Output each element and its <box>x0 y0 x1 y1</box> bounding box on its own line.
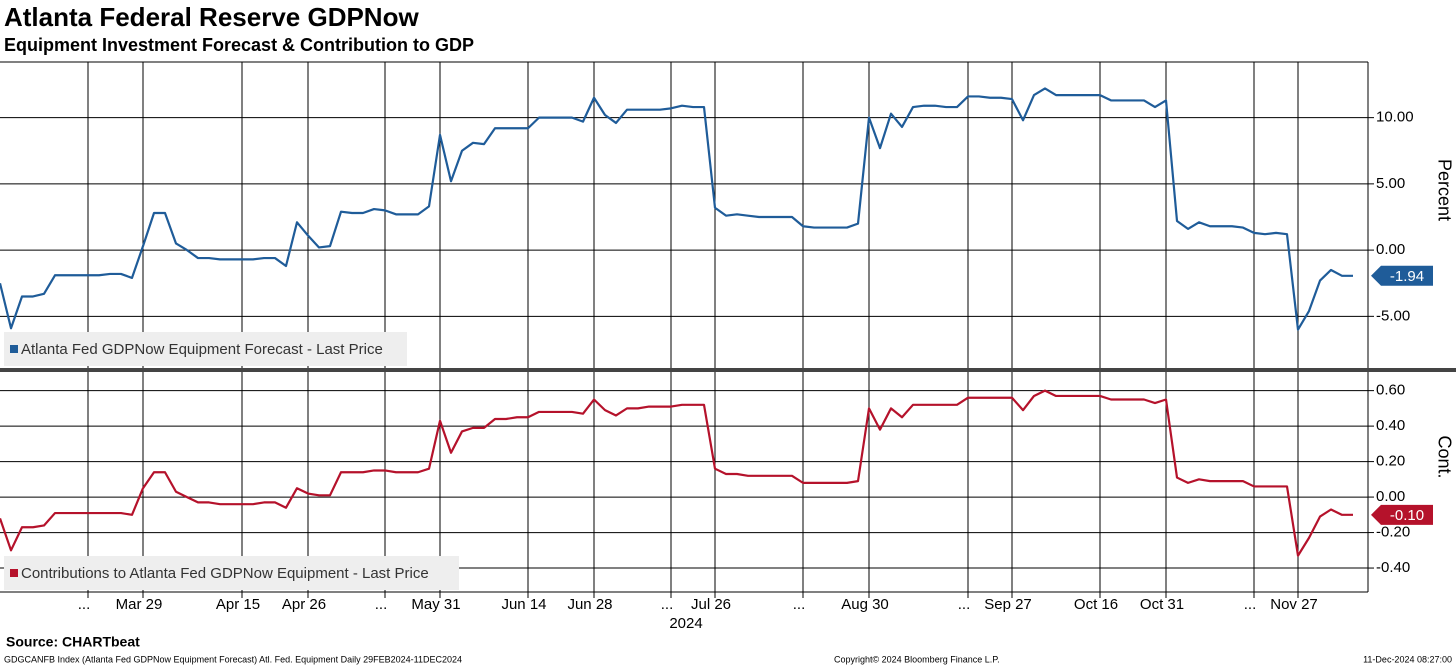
last-price-flag <box>1371 504 1433 525</box>
y-tick-label: -0.40 <box>1376 559 1410 576</box>
legend-label: Atlanta Fed GDPNow Equipment Forecast - … <box>21 341 383 358</box>
x-tick-label: Nov 27 <box>1270 596 1318 613</box>
y-tick-label: 5.00 <box>1376 175 1405 192</box>
y-tick-label: 0.60 <box>1376 382 1405 399</box>
y-tick-label: 10.00 <box>1376 109 1414 126</box>
y-tick-label: 0.20 <box>1376 453 1405 470</box>
x-tick-label: Sep 27 <box>984 596 1032 613</box>
last-price-label: -1.94 <box>1390 268 1424 285</box>
last-price-label: -0.10 <box>1390 507 1424 524</box>
y-tick-label: -5.00 <box>1376 307 1410 324</box>
x-axis-year: 2024 <box>669 615 702 632</box>
source: Source: CHARTbeat <box>6 634 140 650</box>
footer-copyright: Copyright© 2024 Bloomberg Finance L.P. <box>834 654 1000 664</box>
x-tick-label: ... <box>958 596 971 613</box>
x-tick-label: Aug 30 <box>841 596 889 613</box>
line-series <box>0 87 1353 331</box>
footer-timestamp: 11-Dec-2024 08:27:00 <box>1363 654 1452 664</box>
line-series <box>0 389 1353 557</box>
chart-subtitle: Equipment Investment Forecast & Contribu… <box>4 35 474 55</box>
x-tick-label: ... <box>78 596 91 613</box>
y-tick-label: 0.40 <box>1376 417 1405 434</box>
legend-swatch <box>10 569 18 577</box>
legend-box <box>4 332 407 366</box>
x-tick-label: ... <box>793 596 806 613</box>
x-tick-label: Oct 31 <box>1140 596 1184 613</box>
x-tick-label: Jun 14 <box>501 596 546 613</box>
x-tick-label: ... <box>1244 596 1257 613</box>
x-tick-label: ... <box>661 596 674 613</box>
y-tick-label: 0.00 <box>1376 241 1405 258</box>
chart-title: Atlanta Federal Reserve GDPNow <box>4 2 419 32</box>
y-tick-label: 0.00 <box>1376 488 1405 505</box>
x-tick-label: ... <box>375 596 388 613</box>
y-axis-title: Percent <box>1434 159 1454 221</box>
footer-description: GDGCANFB Index (Atlanta Fed GDPNow Equip… <box>4 654 462 664</box>
legend-box <box>4 556 459 590</box>
x-tick-label: May 31 <box>411 596 460 613</box>
x-tick-label: Jul 26 <box>691 596 731 613</box>
legend-label: Contributions to Atlanta Fed GDPNow Equi… <box>21 565 429 582</box>
x-tick-label: Apr 15 <box>216 596 260 613</box>
x-tick-label: Apr 26 <box>282 596 326 613</box>
x-tick-label: Mar 29 <box>116 596 163 613</box>
y-tick-label: -0.20 <box>1376 524 1410 541</box>
x-tick-label: Jun 28 <box>567 596 612 613</box>
last-price-flag <box>1371 265 1433 286</box>
legend-swatch <box>10 345 18 353</box>
x-tick-label: Oct 16 <box>1074 596 1118 613</box>
panel-separator <box>0 368 1456 372</box>
y-axis-title: Cont. <box>1434 435 1454 478</box>
